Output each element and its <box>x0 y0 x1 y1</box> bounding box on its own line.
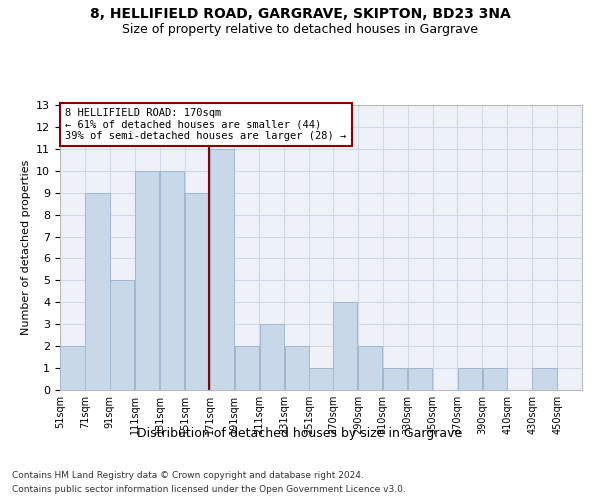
Text: 8, HELLIFIELD ROAD, GARGRAVE, SKIPTON, BD23 3NA: 8, HELLIFIELD ROAD, GARGRAVE, SKIPTON, B… <box>89 8 511 22</box>
Bar <box>284 346 309 390</box>
Text: Size of property relative to detached houses in Gargrave: Size of property relative to detached ho… <box>122 22 478 36</box>
Bar <box>110 280 134 390</box>
Text: Contains public sector information licensed under the Open Government Licence v3: Contains public sector information licen… <box>12 486 406 494</box>
Bar <box>160 171 184 390</box>
Bar <box>408 368 432 390</box>
Bar <box>532 368 557 390</box>
Text: Contains HM Land Registry data © Crown copyright and database right 2024.: Contains HM Land Registry data © Crown c… <box>12 470 364 480</box>
Text: 8 HELLIFIELD ROAD: 170sqm
← 61% of detached houses are smaller (44)
39% of semi-: 8 HELLIFIELD ROAD: 170sqm ← 61% of detac… <box>65 108 346 141</box>
Bar <box>185 192 209 390</box>
Bar <box>210 149 234 390</box>
Bar <box>482 368 507 390</box>
Bar <box>61 346 85 390</box>
Bar <box>235 346 259 390</box>
Bar <box>458 368 482 390</box>
Text: Distribution of detached houses by size in Gargrave: Distribution of detached houses by size … <box>137 428 463 440</box>
Bar <box>358 346 382 390</box>
Bar <box>310 368 332 390</box>
Bar <box>333 302 358 390</box>
Bar <box>383 368 407 390</box>
Y-axis label: Number of detached properties: Number of detached properties <box>20 160 31 335</box>
Bar <box>85 192 110 390</box>
Bar <box>135 171 160 390</box>
Bar <box>260 324 284 390</box>
